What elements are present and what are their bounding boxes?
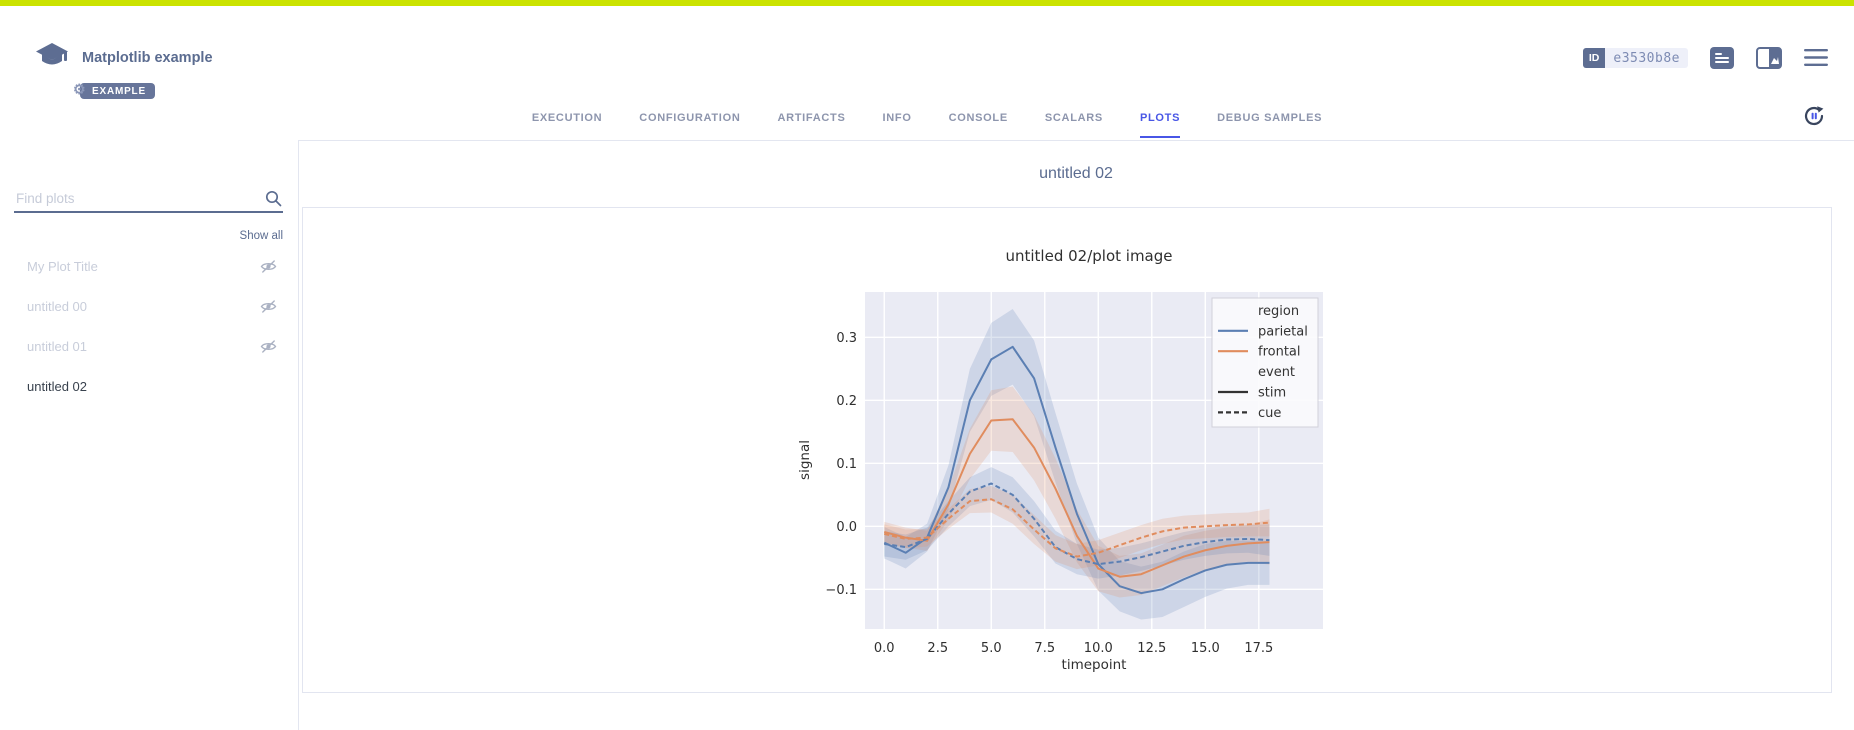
x-axis-label: timepoint [1062, 657, 1127, 673]
plot-search-field [14, 185, 283, 213]
plot-item-label: My Plot Title [27, 258, 98, 274]
plot-card: 0.0 2.5 5.0 7.5 10.0 12.5 15.0 17.5 −0.1 0.0 0.1 0.… [302, 207, 1832, 693]
legend-label-frontal: frontal [1258, 345, 1301, 360]
ci-band-frontal-cue [884, 486, 1270, 570]
tab-plots[interactable]: PLOTS [1139, 100, 1181, 138]
svg-text:0.2: 0.2 [836, 394, 857, 409]
status-bar [0, 0, 1854, 6]
svg-text:0.0: 0.0 [874, 641, 895, 656]
series-line-frontal-stim [884, 418, 1270, 578]
plot-group-title: untitled 02 [1039, 165, 1113, 182]
example-tag-badge: ⚙ EXAMPLE [73, 81, 155, 99]
svg-text:12.5: 12.5 [1137, 641, 1166, 656]
plot-list-item[interactable]: untitled 01 [0, 326, 298, 366]
plot-list-item[interactable]: untitled 00 [0, 286, 298, 326]
tab-console[interactable]: CONSOLE [948, 112, 1008, 124]
experiment-logo-icon [34, 42, 70, 77]
svg-text:5.0: 5.0 [981, 641, 1002, 656]
eye-off-icon[interactable] [260, 299, 277, 314]
ci-band-parietal-stim [884, 309, 1270, 620]
tab-debug-samples[interactable]: DEBUG SAMPLES [1217, 112, 1323, 124]
svg-text:10.0: 10.0 [1084, 641, 1113, 656]
experiment-id-chip[interactable]: ID e3530b8e [1582, 48, 1688, 68]
series-line-frontal-cue [884, 498, 1270, 558]
tab-bar: EXECUTION CONFIGURATION ARTIFACTS INFO C… [0, 100, 1854, 141]
svg-text:2.5: 2.5 [927, 641, 948, 656]
sidebar-divider [298, 141, 299, 730]
legend-label-parietal: parietal [1258, 324, 1308, 339]
ci-band-frontal-stim [884, 386, 1270, 598]
plot-list-item[interactable]: My Plot Title [0, 246, 298, 286]
id-badge: ID [1582, 48, 1606, 68]
svg-text:0.0: 0.0 [836, 520, 857, 535]
id-value: e3530b8e [1605, 48, 1688, 68]
plot-list-item-active[interactable]: untitled 02 [0, 366, 298, 406]
tab-execution[interactable]: EXECUTION [531, 112, 603, 124]
experiment-title: Matplotlib example [82, 50, 213, 66]
legend-label-event: event [1258, 365, 1295, 380]
hamburger-menu-icon[interactable] [1804, 49, 1828, 67]
info-panel-toggle-icon[interactable] [1756, 47, 1782, 69]
svg-text:15.0: 15.0 [1191, 641, 1220, 656]
plot-item-label: untitled 02 [27, 378, 87, 394]
gear-icon: ⚙ [73, 81, 87, 97]
legend-label-stim: stim [1258, 386, 1286, 401]
plot-list: My Plot Title untitled 00 untitled 01 [0, 246, 298, 406]
legend: region parietal frontal event stim cue [1211, 297, 1319, 428]
plot-item-label: untitled 01 [27, 338, 87, 354]
tab-scalars[interactable]: SCALARS [1044, 112, 1103, 124]
x-tick-labels: 0.0 2.5 5.0 7.5 10.0 12.5 15.0 17.5 [874, 641, 1273, 656]
tab-configuration[interactable]: CONFIGURATION [639, 112, 741, 124]
details-card-icon[interactable] [1710, 47, 1734, 69]
legend-label-cue: cue [1258, 406, 1281, 421]
header: Matplotlib example ⚙ EXAMPLE ID e3530b8e [0, 6, 1854, 141]
search-input[interactable] [14, 189, 264, 207]
auto-refresh-icon[interactable] [1801, 103, 1827, 134]
ci-bands [884, 309, 1270, 620]
tab-artifacts[interactable]: ARTIFACTS [777, 112, 846, 124]
example-tag-label: EXAMPLE [92, 85, 146, 97]
eye-off-icon[interactable] [260, 259, 277, 274]
svg-text:17.5: 17.5 [1244, 641, 1273, 656]
figure-title: untitled 02/plot image [1005, 247, 1172, 265]
tab-info[interactable]: INFO [882, 112, 912, 124]
show-all-link[interactable]: Show all [239, 230, 283, 242]
plot-item-label: untitled 00 [27, 298, 87, 314]
search-icon[interactable] [264, 189, 283, 208]
eye-off-icon[interactable] [260, 339, 277, 354]
header-actions: ID e3530b8e [1582, 47, 1828, 69]
ci-band-parietal-cue [884, 467, 1270, 579]
svg-text:7.5: 7.5 [1034, 641, 1055, 656]
svg-text:0.3: 0.3 [836, 331, 857, 346]
series-line-parietal-cue [884, 482, 1270, 566]
tabbar-divider [298, 140, 1854, 141]
svg-text:0.1: 0.1 [836, 457, 857, 472]
plots-sidebar: Show all My Plot Title untitled 00 [0, 141, 298, 730]
y-tick-labels: −0.1 0.0 0.1 0.2 0.3 [825, 331, 857, 598]
series-lines [883, 345, 1270, 595]
series-line-parietal-stim [883, 345, 1270, 595]
y-axis-label: signal [797, 440, 813, 480]
svg-text:−0.1: −0.1 [825, 583, 857, 598]
plot-figure[interactable]: 0.0 2.5 5.0 7.5 10.0 12.5 15.0 17.5 −0.1 0.0 0.1 0.… [789, 238, 1349, 688]
legend-label-region: region [1258, 304, 1299, 319]
